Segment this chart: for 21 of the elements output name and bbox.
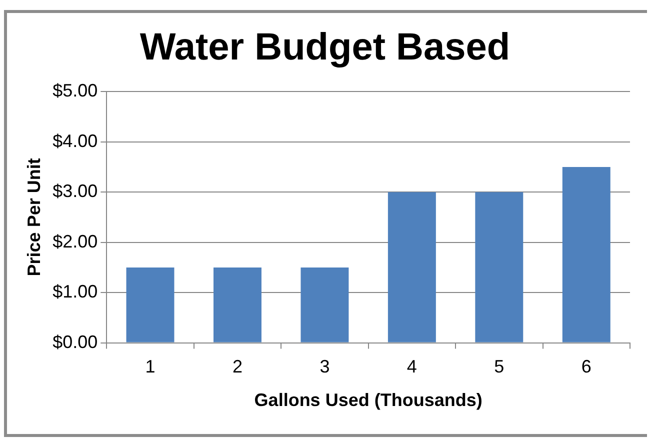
y-tick-label: $5.00 [52, 80, 98, 101]
bar [475, 192, 524, 342]
y-axis-title: Price Per Unit [24, 158, 44, 276]
y-tick-label: $0.00 [52, 332, 98, 352]
bar [562, 166, 610, 342]
x-tick-label: 1 [145, 356, 156, 377]
y-tick-label: $1.00 [52, 282, 98, 302]
y-tick-label: $4.00 [52, 130, 98, 151]
x-tick-label: 3 [320, 356, 330, 377]
x-tick-label: 2 [232, 356, 242, 377]
chart-title: Water Budget Based [140, 26, 510, 68]
x-tick-label: 4 [406, 356, 417, 377]
x-tick-label: 5 [494, 356, 504, 377]
x-tick-label: 6 [581, 356, 592, 377]
bar [300, 267, 349, 342]
y-tick-label: $3.00 [52, 181, 98, 202]
y-tick-label: $2.00 [52, 231, 98, 252]
bar [213, 267, 262, 342]
x-axis-title: Gallons Used (Thousands) [254, 390, 482, 410]
bar [388, 192, 436, 342]
bar [126, 267, 174, 342]
